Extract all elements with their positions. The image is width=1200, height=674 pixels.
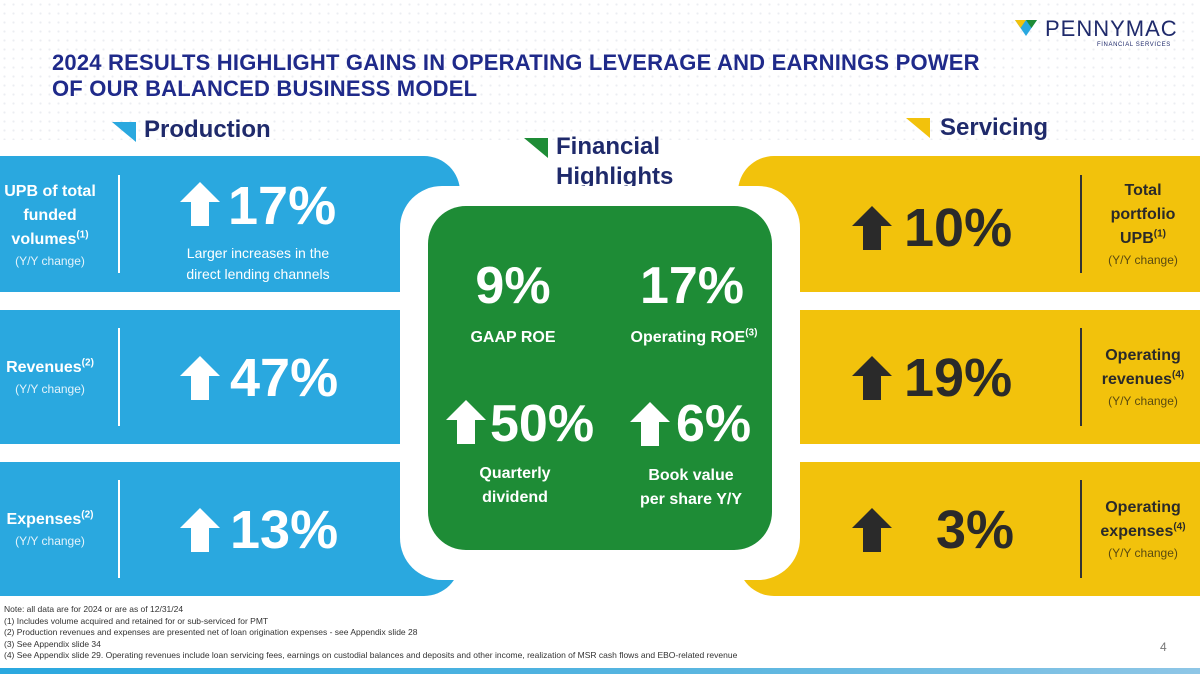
bottom-rule — [0, 668, 1200, 674]
servicing-label-upb: Total portfolio UPB(1) (Y/Y change) — [1090, 179, 1196, 269]
up-arrow-icon — [446, 400, 486, 444]
upb-note-line-1: Larger increases in the — [186, 245, 330, 261]
dividend-label-line-2: dividend — [482, 489, 548, 506]
logo-mark-icon — [1015, 20, 1037, 36]
up-arrow-icon — [852, 508, 892, 552]
op-expenses-label-line-2-text: expenses — [1100, 523, 1174, 540]
portfolio-upb-value: 10% — [904, 198, 1013, 258]
footnote: (1) Includes volume acquired and retaine… — [4, 615, 269, 626]
up-arrow-icon — [852, 356, 892, 400]
servicing-band-1 — [738, 156, 1200, 292]
book-value-label: Book value per share Y/Y — [626, 464, 756, 512]
servicing-band-3 — [738, 462, 1200, 596]
divider — [118, 175, 120, 273]
title-line-1: 2024 RESULTS HIGHLIGHT GAINS IN OPERATIN… — [52, 50, 980, 75]
divider — [1080, 175, 1082, 273]
production-band-2 — [0, 310, 460, 444]
operating-roe-label-text: Operating ROE — [630, 329, 746, 346]
portfolio-footnote-ref: (1) — [1153, 228, 1166, 240]
up-arrow-icon — [630, 402, 670, 446]
financial-heading: Financial Highlights — [556, 132, 673, 192]
operating-expenses-value: 3% — [936, 500, 1015, 560]
production-heading: Production — [144, 116, 271, 143]
servicing-heading: Servicing — [940, 114, 1049, 141]
servicing-label-expenses: Operating expenses(4) (Y/Y change) — [1090, 496, 1196, 562]
divider — [1080, 328, 1082, 426]
up-arrow-icon — [180, 182, 220, 226]
portfolio-label-line-3-text: UPB — [1119, 230, 1154, 247]
servicing-label-revenues: Operating revenues(4) (Y/Y change) — [1090, 344, 1196, 410]
financial-heading-line-2: Highlights — [556, 163, 674, 190]
revenues-value: 47% — [230, 348, 339, 408]
footnote: Note: all data are for 2024 or are as of… — [4, 604, 184, 614]
book-value-label-line-2: per share Y/Y — [640, 491, 742, 508]
operating-roe-value: 17% — [639, 257, 745, 315]
portfolio-label-line-2: portfolio — [1110, 206, 1176, 223]
production-label-upb: UPB of total funded volumes(1) (Y/Y chan… — [0, 180, 100, 270]
expenses-value: 13% — [230, 500, 339, 560]
expenses-sub: (Y/Y change) — [15, 534, 85, 548]
op-revenues-label-line-2: revenues(4) — [1090, 368, 1196, 392]
operating-roe-footnote-ref: (3) — [745, 327, 758, 339]
production-label-revenues: Revenues(2) (Y/Y change) — [0, 356, 100, 398]
operating-revenues-value: 19% — [904, 348, 1013, 408]
footnote: (4) See Appendix slide 29. Operating rev… — [4, 650, 738, 660]
upb-footnote-ref: (1) — [76, 229, 89, 241]
servicing-flag-icon — [906, 118, 930, 138]
production-flag-icon — [112, 122, 136, 142]
footnote: (3) See Appendix slide 34 — [4, 638, 101, 649]
expenses-label-text: Expenses — [6, 511, 82, 528]
pennymac-logo: PENNYMAC FINANCIAL SERVICES — [1015, 16, 1185, 50]
up-arrow-icon — [180, 356, 220, 400]
production-band-1 — [0, 156, 460, 292]
servicing-band-2 — [738, 310, 1200, 444]
portfolio-sub: (Y/Y change) — [1108, 253, 1178, 267]
divider — [1080, 480, 1082, 578]
upb-note: Larger increases in the direct lending c… — [170, 243, 346, 285]
op-expenses-label-line-2: expenses(4) — [1090, 520, 1196, 544]
title-line-2: OF OUR BALANCED BUSINESS MODEL — [52, 76, 478, 101]
op-revenues-footnote-ref: (4) — [1172, 369, 1185, 381]
gaap-roe-value: 9% — [475, 257, 551, 315]
production-label-expenses: Expenses(2) (Y/Y change) — [0, 508, 100, 550]
page-number: 4 — [1160, 640, 1167, 654]
op-revenues-label-line-1: Operating — [1105, 347, 1181, 364]
revenues-footnote-ref: (2) — [81, 357, 94, 369]
op-expenses-sub: (Y/Y change) — [1108, 546, 1178, 560]
logo-subtitle: FINANCIAL SERVICES — [1097, 42, 1171, 48]
financial-flag-icon — [524, 138, 548, 158]
divider — [118, 480, 120, 578]
op-expenses-footnote-ref: (4) — [1173, 521, 1186, 533]
gaap-roe-label: GAAP ROE — [470, 329, 556, 346]
upb-sub: (Y/Y change) — [15, 254, 85, 268]
up-arrow-icon — [852, 206, 892, 250]
upb-label-text: UPB of total funded volumes — [4, 183, 96, 248]
footnotes: Note: all data are for 2024 or are as of… — [4, 604, 737, 662]
financial-heading-line-1: Financial — [556, 133, 661, 160]
page-title: 2024 RESULTS HIGHLIGHT GAINS IN OPERATIN… — [52, 50, 1052, 102]
expenses-footnote-ref: (2) — [81, 509, 94, 521]
upb-value: 17% — [228, 176, 337, 236]
book-value-label-line-1: Book value — [648, 467, 734, 484]
footnote: (2) Production revenues and expenses are… — [4, 627, 418, 637]
revenues-label-text: Revenues — [6, 359, 82, 376]
op-revenues-sub: (Y/Y change) — [1108, 394, 1178, 408]
logo-name: PENNYMAC — [1045, 16, 1178, 41]
divider — [118, 328, 120, 426]
dividend-label-line-1: Quarterly — [479, 465, 551, 482]
book-value-value: 6% — [676, 395, 752, 453]
operating-roe-label: Operating ROE(3) — [612, 326, 776, 350]
up-arrow-icon — [180, 508, 220, 552]
op-revenues-label-line-2-text: revenues — [1101, 371, 1173, 388]
op-expenses-label-line-1: Operating — [1105, 499, 1181, 516]
revenues-sub: (Y/Y change) — [15, 382, 85, 396]
portfolio-label-line-1: Total — [1124, 182, 1162, 199]
production-band-3 — [0, 462, 460, 596]
upb-note-line-2: direct lending channels — [186, 266, 330, 282]
dividend-value: 50% — [490, 395, 595, 453]
dividend-label: Quarterly dividend — [460, 462, 570, 510]
portfolio-label-line-3: UPB(1) — [1090, 227, 1196, 251]
dot-pattern — [0, 0, 1200, 140]
financial-highlights-panel — [428, 206, 772, 550]
